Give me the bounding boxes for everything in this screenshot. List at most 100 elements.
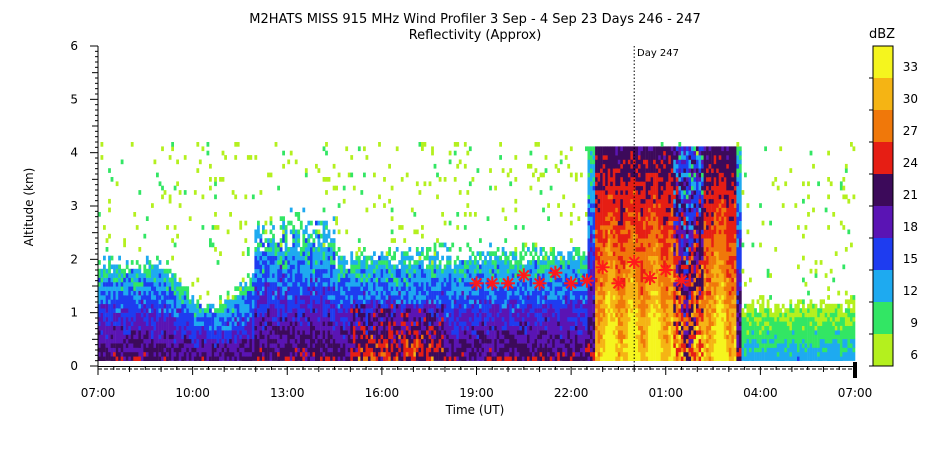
field-cell	[161, 356, 164, 361]
field-cell	[627, 181, 631, 213]
field-cell	[246, 351, 250, 357]
field-cell	[388, 295, 391, 309]
field-cell	[519, 277, 523, 283]
field-cell	[600, 338, 603, 348]
field-cell	[703, 198, 707, 204]
field-cell	[680, 347, 684, 353]
field-cell	[675, 229, 679, 235]
field-cell	[302, 303, 306, 309]
field-cell	[680, 303, 684, 313]
field-cell	[373, 260, 376, 270]
field-cell	[723, 146, 727, 178]
field-cell	[201, 351, 205, 357]
field-cell	[120, 325, 124, 331]
field-cell	[625, 347, 629, 353]
field-cell	[718, 203, 722, 208]
field-cell	[590, 316, 593, 326]
field-cell	[842, 347, 846, 353]
field-cell	[347, 356, 351, 361]
field-cell	[204, 338, 207, 344]
field-cell	[156, 264, 159, 291]
field-cell	[496, 356, 500, 361]
field-cell	[746, 321, 750, 331]
field-cell	[216, 356, 220, 361]
field-cell	[317, 321, 321, 331]
field-cell	[519, 334, 523, 344]
field-cell	[405, 316, 409, 322]
field-cell	[428, 334, 432, 340]
field-cell	[703, 251, 707, 256]
field-cell	[736, 347, 740, 353]
field-cell	[620, 356, 624, 361]
field-cell	[262, 330, 265, 335]
field-cell	[304, 172, 308, 178]
field-cell	[521, 255, 525, 261]
field-cell	[489, 286, 492, 296]
field-cell	[685, 155, 689, 173]
field-cell	[100, 277, 104, 283]
field-cell	[711, 281, 714, 287]
field-cell	[842, 351, 846, 361]
field-cell	[590, 216, 593, 226]
field-cell	[549, 356, 553, 361]
field-cell	[648, 190, 651, 195]
field-cell	[332, 251, 336, 261]
field-cell	[461, 264, 465, 270]
field-cell	[110, 264, 114, 270]
field-cell	[128, 286, 132, 322]
field-cell	[173, 225, 177, 230]
field-cell	[269, 251, 273, 256]
field-cell	[441, 347, 444, 353]
field-cell	[557, 277, 560, 283]
field-cell	[163, 347, 167, 353]
field-cell	[474, 299, 477, 305]
field-cell	[648, 247, 651, 256]
field-cell	[315, 268, 318, 278]
field-cell	[527, 247, 530, 252]
field-cell	[685, 338, 689, 344]
field-cell	[648, 225, 651, 235]
field-cell	[547, 295, 550, 300]
field-cell	[696, 343, 699, 348]
field-cell	[173, 334, 177, 340]
field-cell	[383, 347, 386, 353]
field-cell	[683, 255, 687, 261]
field-cell	[289, 351, 293, 361]
field-cell	[499, 277, 502, 283]
field-cell	[148, 281, 152, 287]
field-cell	[345, 295, 349, 300]
field-cell	[713, 338, 717, 344]
field-cell	[539, 338, 543, 344]
field-cell	[696, 233, 699, 239]
field-cell	[562, 194, 566, 200]
field-cell	[834, 325, 838, 331]
field-cell	[395, 356, 399, 361]
field-cell	[209, 338, 212, 357]
field-cell	[287, 273, 291, 278]
field-cell	[670, 150, 674, 169]
field-cell	[524, 321, 528, 326]
field-cell	[357, 356, 361, 361]
field-cell	[98, 286, 101, 305]
field-cell	[489, 185, 492, 191]
field-cell	[357, 268, 361, 274]
field-cell	[494, 330, 497, 340]
field-cell	[262, 281, 265, 287]
field-cell	[552, 277, 555, 300]
field-cell	[284, 330, 288, 335]
field-cell	[380, 330, 384, 335]
field-cell	[476, 295, 480, 300]
field-cell	[476, 325, 480, 331]
field-cell	[138, 286, 142, 291]
field-cell	[103, 356, 106, 361]
field-cell	[534, 242, 538, 248]
field-cell	[431, 260, 434, 265]
field-cell	[567, 268, 571, 278]
field-cell	[335, 185, 338, 191]
field-cell	[615, 264, 619, 270]
field-cell	[479, 251, 482, 261]
field-cell	[373, 330, 376, 335]
field-cell	[751, 242, 755, 248]
field-cell	[567, 163, 571, 169]
field-cell	[660, 233, 664, 239]
